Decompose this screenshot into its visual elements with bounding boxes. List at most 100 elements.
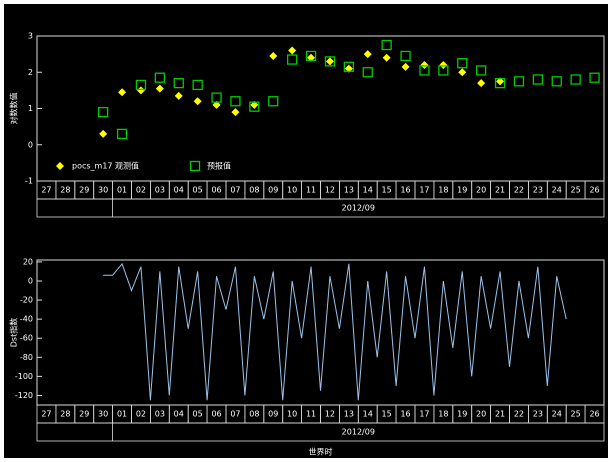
legend-marker — [189, 160, 201, 172]
legend-marker — [56, 162, 64, 170]
observed-point — [344, 64, 353, 73]
forecast-point — [362, 67, 373, 78]
forecast-point — [230, 96, 241, 107]
forecast-point — [305, 50, 317, 62]
x-tick-label: 28 — [60, 186, 70, 195]
x-tick-label: 30 — [98, 410, 108, 419]
observed-point — [325, 57, 334, 66]
x-tick-label: 21 — [495, 410, 505, 419]
observed-point — [250, 100, 259, 109]
x-tick-label: 22 — [514, 410, 524, 419]
x-tick-label: 23 — [533, 186, 543, 195]
x-tick-label: 28 — [60, 410, 70, 419]
observed-point — [363, 50, 372, 59]
x-tick-label: 10 — [287, 410, 297, 419]
observed-point — [231, 108, 240, 117]
y-tick-label: -120 — [15, 391, 33, 400]
x-tick-label: 02 — [136, 186, 146, 195]
x-tick-label: 15 — [382, 410, 392, 419]
x-tick-label: 09 — [268, 410, 278, 419]
forecast-point — [532, 74, 543, 85]
x-tick-label: 05 — [193, 410, 203, 419]
x-tick-label: 23 — [533, 410, 543, 419]
x-tick-label: 21 — [495, 186, 505, 195]
x-tick-label: 04 — [174, 410, 184, 419]
y-tick-label: -80 — [20, 353, 33, 362]
x-tick-label: 30 — [98, 186, 108, 195]
forecast-point — [135, 79, 147, 91]
x-tick-label: 26 — [589, 410, 599, 419]
x-tick-label: 24 — [552, 410, 562, 419]
dst-line — [103, 262, 567, 401]
x-tick-label: 01 — [117, 186, 127, 195]
x-tick-label: 20 — [476, 186, 486, 195]
observed-point — [288, 46, 297, 55]
x-tick-label: 11 — [306, 186, 316, 195]
x-tick-label: 20 — [476, 410, 486, 419]
x-tick-label: 08 — [249, 410, 259, 419]
forecast-point — [116, 128, 128, 140]
legend-label: pocs_m17 观测值 — [72, 161, 139, 171]
x-tick-label: 01 — [117, 410, 127, 419]
x-tick-label: 16 — [400, 410, 410, 419]
x-tick-label: 18 — [438, 410, 448, 419]
observed-point — [401, 62, 410, 71]
x-tick-label: 03 — [155, 410, 165, 419]
x-tick-label: 19 — [457, 410, 467, 419]
y-tick-label: -60 — [20, 334, 33, 343]
forecast-point — [570, 74, 581, 85]
month-row — [36, 198, 605, 218]
forecast-point — [324, 56, 336, 67]
x-tick-label: 03 — [155, 186, 165, 195]
x-axis-label: 世界时 — [309, 447, 333, 457]
observed-point — [458, 68, 467, 77]
forecast-point — [286, 54, 298, 65]
observed-point — [193, 97, 202, 106]
forecast-point — [154, 72, 166, 83]
x-tick-label: 12 — [325, 410, 335, 419]
x-tick-label: 16 — [400, 186, 410, 195]
x-tick-label: 18 — [438, 186, 448, 195]
x-tick-label: 24 — [552, 186, 562, 195]
observed-point — [496, 77, 505, 86]
y-axis-label: 对数数值 — [9, 93, 19, 125]
x-tick-label: 17 — [419, 410, 429, 419]
background — [4, 4, 608, 458]
observed-point — [382, 53, 391, 62]
forecast-point — [381, 39, 392, 51]
x-tick-label: 10 — [287, 186, 297, 195]
forecast-point — [98, 106, 109, 118]
y-tick-label: -40 — [20, 315, 33, 324]
x-tick-label: 25 — [571, 186, 581, 195]
y-tick-label: 3 — [28, 32, 33, 41]
x-tick-label: 02 — [136, 410, 146, 419]
forecast-point — [551, 76, 562, 87]
y-tick-label: 1 — [28, 104, 33, 113]
observed-point — [307, 53, 316, 62]
forecast-point — [513, 76, 525, 87]
observed-point — [99, 129, 108, 138]
x-tick-label: 17 — [419, 186, 429, 195]
y-tick-label: 20 — [23, 257, 33, 266]
y-tick-label: 0 — [28, 276, 33, 285]
x-tick-label: 27 — [41, 410, 51, 419]
x-tick-label: 09 — [268, 186, 278, 195]
month-row — [36, 422, 605, 442]
observed-point — [212, 100, 221, 109]
observed-point — [439, 61, 448, 69]
x-tick-label: 25 — [571, 410, 581, 419]
y-tick-label: 0 — [28, 140, 33, 149]
observed-point — [118, 88, 127, 97]
forecast-point — [589, 72, 600, 83]
x-tick-label: 13 — [344, 410, 354, 419]
x-tick-label: 12 — [325, 186, 335, 195]
forecast-point — [343, 61, 355, 72]
x-tick-label: 04 — [174, 186, 184, 195]
x-tick-label: 15 — [382, 186, 392, 195]
x-tick-label: 22 — [514, 186, 524, 195]
forecast-point — [268, 96, 279, 107]
x-tick-label: 08 — [249, 186, 259, 195]
x-tick-label: 14 — [363, 186, 373, 195]
observed-point — [174, 91, 183, 100]
observed-point — [136, 86, 145, 95]
